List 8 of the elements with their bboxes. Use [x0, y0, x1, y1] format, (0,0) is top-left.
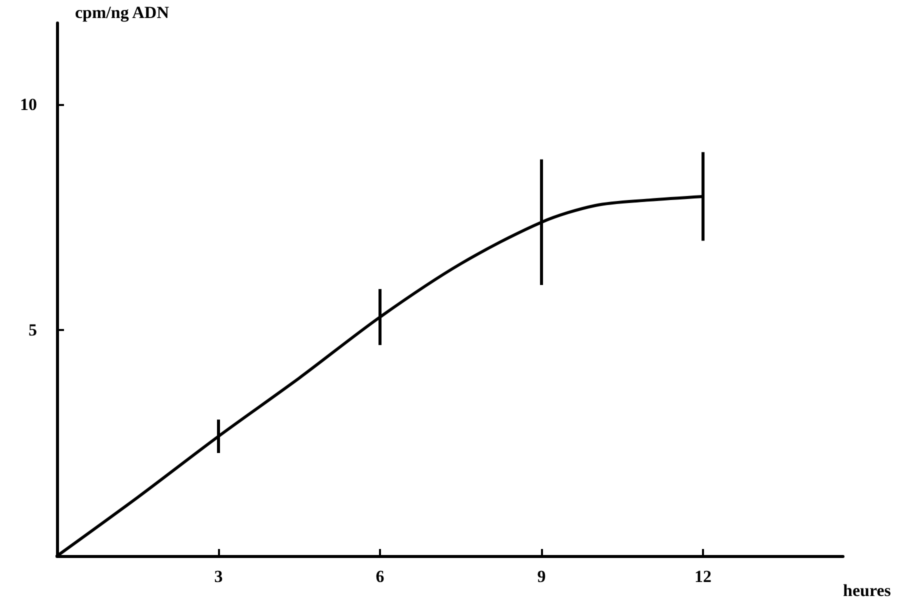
x-tick-label: 12	[694, 567, 712, 586]
x-tick-label: 9	[537, 567, 546, 586]
x-tick-label: 6	[376, 567, 384, 586]
y-axis-title: cpm/ng ADN	[75, 3, 170, 22]
y-tick-label: 5	[28, 320, 37, 340]
y-tick-label: 10	[20, 94, 37, 114]
x-axis-title: heures	[843, 581, 892, 599]
x-tick-label: 3	[214, 567, 223, 586]
